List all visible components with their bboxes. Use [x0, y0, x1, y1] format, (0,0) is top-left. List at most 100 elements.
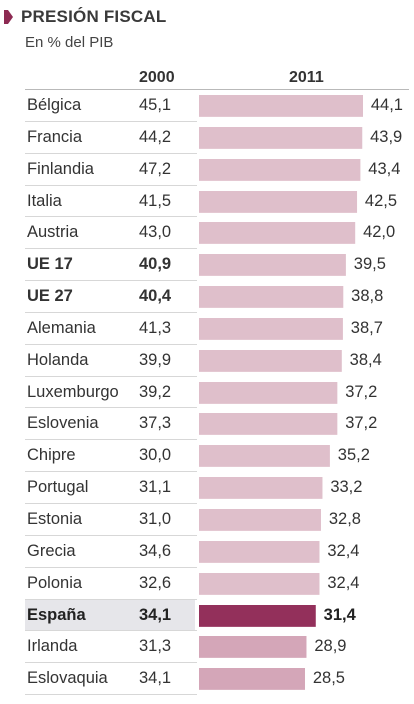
row-divider [25, 152, 197, 154]
chart-rows: Bélgica 45,1 44,1 Francia 44,2 43,9 Finlandia 4… [0, 90, 414, 696]
column-header-2011: 2011 [289, 69, 324, 86]
table-row: Polonia 32,6 32,4 [0, 568, 414, 600]
row-divider [25, 566, 197, 568]
value-2000-label: 34,6 [139, 541, 172, 560]
bar-track [199, 508, 321, 531]
header-divider [25, 89, 409, 90]
bar-track [199, 158, 361, 181]
bar-track [199, 286, 344, 308]
bar-2011 [199, 254, 346, 277]
row-divider [25, 502, 197, 504]
row-divider [25, 375, 197, 377]
bar-track [199, 445, 330, 468]
value-2011-label: 32,8 [328, 509, 361, 528]
table-row: Chipre 30,0 35,2 [0, 440, 414, 473]
value-2000-label: 34,1 [139, 605, 172, 624]
country-label: Francia [27, 127, 83, 146]
bar-2011 [199, 413, 338, 436]
country-label: Holanda [27, 350, 89, 369]
value-2011-label: 44,1 [370, 96, 403, 114]
row-highlight [25, 599, 195, 631]
row-divider [25, 694, 197, 696]
country-label: UE 17 [27, 255, 73, 274]
bar-2011 [199, 636, 307, 659]
bar-track [199, 317, 343, 340]
row-divider [25, 662, 197, 664]
table-row: Eslovenia 37,3 37,2 [0, 408, 414, 441]
bar-2011 [199, 540, 320, 563]
value-2000-label: 34,1 [139, 669, 172, 688]
table-row: Portugal 31,1 33,2 [0, 472, 414, 504]
table-row: Luxemburgo 39,2 37,2 [0, 377, 414, 409]
value-2011-label: 31,4 [323, 605, 356, 624]
table-row: Irlanda 31,3 28,9 [0, 631, 414, 664]
table-row: Francia 44,2 43,9 [0, 122, 414, 154]
value-2000-label: 45,1 [139, 96, 172, 114]
value-2011-label: 39,5 [353, 255, 386, 274]
bar-track [199, 222, 356, 245]
country-label: Italia [27, 191, 62, 210]
row-divider [25, 216, 197, 218]
table-row: Grecia 34,6 32,4 [0, 536, 414, 568]
value-2000-label: 31,0 [139, 509, 172, 528]
row-divider [25, 407, 197, 409]
bar-2011 [199, 668, 305, 691]
country-label: Polonia [27, 573, 83, 592]
table-row: Bélgica 45,1 44,1 [0, 90, 414, 122]
country-label: UE 27 [27, 287, 73, 306]
bar-track [199, 254, 346, 277]
row-divider [25, 598, 197, 600]
value-2011-label: 35,2 [337, 446, 370, 465]
value-2011-label: 38,4 [349, 350, 382, 369]
value-2000-label: 39,2 [139, 382, 172, 401]
value-2000-label: 31,1 [139, 478, 172, 497]
bar-2011 [199, 126, 363, 149]
value-2000-label: 40,9 [139, 255, 172, 274]
bar-2011 [199, 445, 330, 468]
table-row: Austria 43,0 42,0 [0, 217, 414, 250]
bar-track [199, 349, 342, 372]
table-row: UE 27 40,4 38,8 [0, 281, 414, 313]
country-label: Bélgica [27, 96, 82, 114]
bar-2011 [199, 477, 323, 499]
value-2011-label: 28,5 [312, 669, 345, 688]
bar-track [199, 540, 320, 563]
bar-2011 [199, 604, 316, 627]
bar-2011 [199, 286, 344, 308]
value-2000-label: 41,3 [139, 318, 172, 337]
bar-track [199, 604, 316, 627]
country-label: Portugal [27, 478, 89, 497]
bar-track [199, 381, 338, 404]
row-divider [25, 248, 197, 250]
row-divider [25, 120, 197, 122]
table-row: Holanda 39,9 38,4 [0, 345, 414, 377]
column-header-2000: 2000 [139, 69, 175, 86]
bar-2011 [199, 381, 338, 404]
country-label: Eslovenia [27, 414, 99, 433]
row-divider [25, 311, 197, 313]
country-label: España [27, 605, 86, 624]
chart-subtitle: En % del PIB [25, 34, 114, 51]
bar-2011 [199, 95, 363, 117]
country-label: Grecia [27, 541, 76, 560]
row-divider [25, 534, 197, 536]
title-marker-icon [4, 10, 13, 24]
bar-2011 [199, 190, 358, 213]
country-label: Irlanda [27, 637, 78, 656]
chart-title: PRESIÓN FISCAL [21, 7, 167, 26]
bar-2011 [199, 222, 356, 245]
country-label: Chipre [27, 446, 76, 465]
bar-2011 [199, 349, 342, 372]
value-2000-label: 39,9 [139, 350, 172, 369]
row-divider [25, 439, 197, 441]
table-row: Estonia 31,0 32,8 [0, 504, 414, 536]
country-label: Finlandia [27, 159, 94, 178]
bar-2011 [199, 158, 361, 181]
row-divider [25, 630, 197, 632]
country-label: Eslovaquia [27, 669, 108, 688]
country-label: Luxemburgo [27, 382, 119, 401]
country-label: Estonia [27, 509, 83, 528]
value-2011-label: 42,0 [363, 223, 396, 242]
bar-2011 [199, 508, 321, 531]
value-2000-label: 30,0 [139, 446, 172, 465]
